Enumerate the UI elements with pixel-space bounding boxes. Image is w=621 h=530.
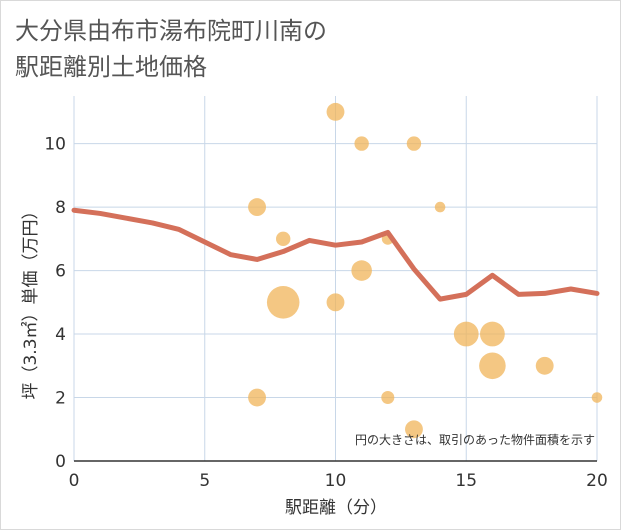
x-tick-label: 0 [69, 471, 80, 491]
average-price-line [71, 207, 600, 302]
average-line-series [71, 207, 600, 302]
x-axis-label: 駅距離（分） [285, 498, 387, 518]
x-tick-label: 15 [455, 471, 477, 491]
data-bubble [591, 392, 603, 403]
chart-title: 大分県由布市湯布院町川南の 駅距離別土地価格 [15, 13, 327, 85]
data-bubble [405, 420, 423, 439]
data-bubble [248, 198, 266, 217]
x-tick-label: 10 [325, 471, 347, 491]
data-bubble [354, 136, 369, 151]
data-bubble [453, 321, 479, 347]
axes: 0 5 10 15 20 0 2 4 6 8 10 [44, 135, 607, 491]
chart-title-line-2: 駅距離別土地価格 [15, 53, 207, 81]
chart-title-line-1: 大分県由布市湯布院町川南の [15, 17, 327, 45]
y-tick-label: 2 [55, 389, 66, 409]
y-tick-label: 8 [55, 198, 66, 218]
x-tick-label: 20 [586, 471, 608, 491]
y-tick-label: 4 [55, 325, 66, 345]
bubble-series [248, 102, 603, 439]
y-tick-label: 0 [55, 452, 66, 472]
data-bubble [351, 260, 372, 281]
y-tick-label: 10 [44, 135, 66, 155]
y-tick-label: 6 [55, 262, 66, 282]
data-bubble [276, 231, 291, 247]
data-bubble [266, 286, 300, 319]
data-bubble [326, 102, 345, 121]
data-bubble [535, 356, 554, 375]
y-axis-label: 坪（3.3㎡）単価（万円） [21, 202, 41, 399]
data-bubble [480, 321, 505, 347]
data-bubble [248, 388, 266, 407]
x-tick-label: 5 [199, 471, 210, 491]
data-bubble [381, 391, 395, 405]
bubble-size-note: 円の大きさは、取引のあった物件面積を示す [355, 432, 595, 447]
data-bubble [434, 201, 446, 213]
data-bubble [326, 293, 345, 312]
data-bubble [406, 136, 422, 151]
grid [73, 96, 598, 461]
data-bubble [479, 352, 506, 380]
